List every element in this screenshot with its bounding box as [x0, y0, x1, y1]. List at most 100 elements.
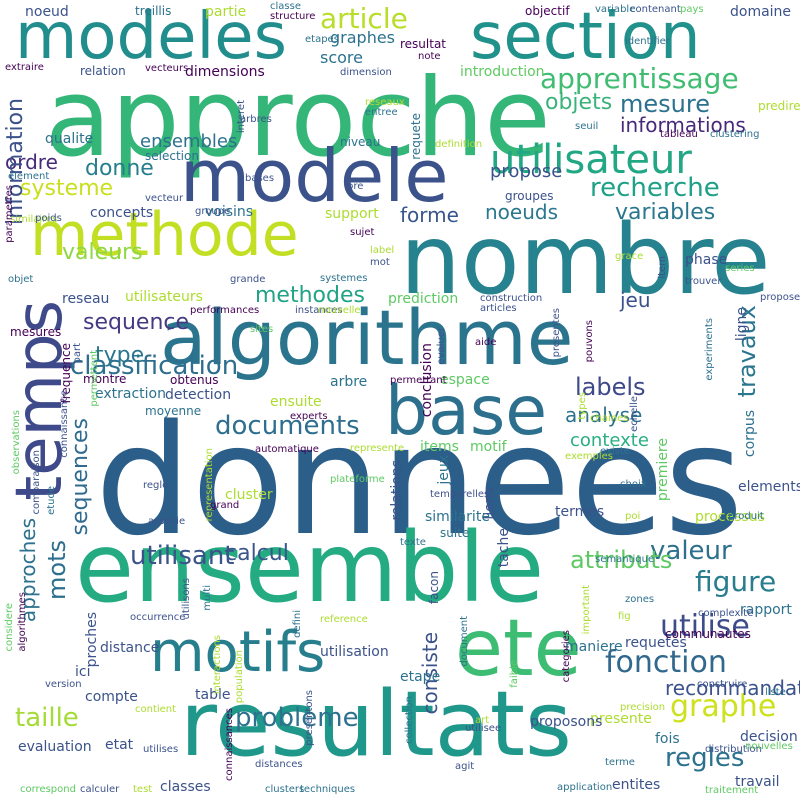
word-ensembles: ensembles — [140, 131, 238, 152]
word-relations: relations — [389, 460, 405, 521]
word-proches: proches — [84, 612, 100, 668]
word-pre: pre — [347, 181, 364, 192]
word-noeud: noeud — [25, 4, 69, 20]
word-extraire: extraire — [5, 62, 44, 73]
word-identifier: identifier — [625, 36, 670, 47]
word-resultats: resultats — [180, 672, 572, 777]
word-arbres: arbres — [240, 114, 272, 125]
word-items: items — [420, 439, 459, 455]
word-type: type — [95, 343, 145, 368]
word-section: section — [470, 0, 701, 74]
word-moyenne: moyenne — [145, 404, 202, 418]
word-ordre: ordre — [5, 150, 58, 174]
word-recommandation: recommandation — [665, 676, 800, 700]
word-objectif: objectif — [525, 4, 570, 18]
word-document: document — [459, 616, 470, 667]
word-utilisation: utilisation — [320, 644, 389, 660]
word-mesures: mesures — [10, 325, 62, 339]
word-obtenus: obtenus — [170, 373, 219, 387]
word-pouvons: pouvons — [584, 320, 595, 363]
word-experiments: experiments — [704, 318, 715, 381]
word-calculer: calculer — [80, 784, 120, 795]
word-variable: variable — [595, 4, 636, 15]
word-voisins: voisins — [205, 204, 254, 220]
word-zones: zones — [625, 594, 655, 605]
word-predire: predire — [758, 99, 800, 113]
word-classes: classes — [160, 779, 211, 795]
word-categories: categories — [561, 630, 572, 683]
word-pays: pays — [680, 4, 704, 15]
word-sujet: sujet — [350, 227, 375, 238]
word-reseau: reseau — [62, 291, 110, 307]
word-noeuds: noeuds — [485, 200, 559, 224]
word-etude: etude — [46, 486, 57, 515]
word-defini: defini — [292, 610, 303, 638]
word-documents: documents — [215, 411, 360, 441]
word-groupes: groupes — [505, 189, 554, 203]
word-proposons: proposons — [530, 714, 603, 730]
word-nouvelles: nouvelles — [745, 741, 793, 752]
word-jeu: jeu — [620, 288, 651, 312]
word-fig: fig — [618, 611, 631, 622]
word-ete: ete — [455, 604, 582, 694]
word-detection: detection — [165, 387, 232, 403]
word-figure: figure — [695, 565, 777, 598]
word-sites: sites — [250, 324, 274, 335]
word-donne: donne — [85, 156, 154, 181]
word-articles: articles — [480, 303, 517, 314]
word-support: support — [325, 206, 379, 222]
word-mesure: mesure — [620, 90, 710, 118]
word-observations: observations — [11, 410, 22, 475]
word-jeux: jeux — [436, 455, 452, 485]
word-traitement: traitement — [705, 785, 759, 796]
word-classe: classe — [270, 1, 301, 12]
word-correspond: correspond — [20, 784, 76, 795]
word-taille: taille — [15, 703, 79, 733]
word-etapes: etapes — [305, 34, 339, 45]
word-distances: distances — [255, 759, 303, 770]
word-ligne: ligne — [734, 307, 750, 342]
word-tache: tache — [496, 528, 512, 568]
word-mots: mots — [43, 540, 71, 600]
word-etape: etape — [400, 669, 441, 685]
word-motif: motif — [470, 439, 507, 455]
word-types: types — [577, 392, 588, 420]
word-considere: considere — [4, 603, 15, 652]
word-etat: etat — [105, 737, 134, 753]
word-grace: grace — [615, 251, 644, 262]
word-arbre: arbre — [330, 374, 368, 390]
word-cluster: cluster — [225, 487, 273, 503]
word-qualite: qualite — [45, 131, 94, 147]
word-connaissances: connaissances — [224, 708, 235, 781]
word-choix: choix — [620, 479, 647, 490]
word-regle: regle — [143, 480, 169, 491]
word-maniere: maniere — [565, 639, 623, 655]
word-vecteurs: vecteurs — [145, 63, 189, 74]
word-texte: texte — [400, 537, 426, 548]
word-presente: presente — [590, 711, 652, 727]
word-note: note — [418, 51, 441, 62]
word-mot: mot — [370, 257, 390, 268]
word-methodes: methodes — [255, 283, 365, 308]
word-parametres: parametres — [4, 185, 15, 243]
word-distance: distance — [100, 640, 160, 656]
word-algorithmes: algorithmes — [17, 592, 28, 652]
word-liste: liste — [765, 687, 786, 698]
word-utilisant: utilisant — [130, 541, 235, 571]
word-plateforme: plateforme — [330, 474, 385, 485]
word-permettent: permettent — [89, 350, 100, 407]
word-rapport: rapport — [740, 602, 792, 618]
word-sequence: sequence — [83, 310, 190, 335]
word-labels: labels — [575, 373, 646, 401]
word-variables: variables — [615, 200, 716, 225]
word-utilise: utilise — [660, 609, 750, 644]
word-connaissance: connaissance — [59, 390, 70, 458]
word-poi: poi — [625, 511, 641, 522]
word-graphe: graphe — [670, 689, 777, 724]
word-similaires: similaires — [10, 214, 58, 225]
word-element: element — [8, 171, 50, 182]
word-fonction: fonction — [605, 645, 727, 680]
word-score: score — [320, 48, 363, 67]
word-item: item — [657, 256, 668, 279]
word-base: base — [385, 372, 548, 451]
